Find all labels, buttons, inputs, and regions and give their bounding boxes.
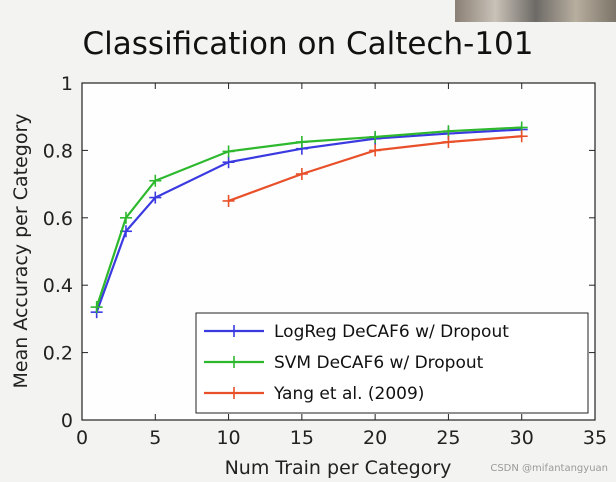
plot-frame [81,82,596,421]
series-line-1 [95,126,522,308]
data-point [222,194,235,207]
y-tick-label: 0.2 [43,343,73,365]
legend-item: LogReg DeCAF6 w/ Dropout [204,322,509,342]
data-point [222,145,235,158]
y-tick-label: 0.6 [43,208,73,230]
data-point [295,135,308,148]
legend-label: Yang et al. (2009) [273,384,424,404]
y-tick-label: 1 [61,73,73,95]
data-point [149,174,162,187]
axis-ticks: 0 5 10 15 20 25 30 35 0 0.2 0.4 0.6 0.8 1 [43,73,607,449]
legend-item: Yang et al. (2009) [204,384,424,404]
x-tick-label: 5 [149,427,161,449]
data-point [369,144,382,157]
data-point [442,125,455,138]
y-axis-label: Mean Accuracy per Category [10,114,32,389]
x-tick-label: 35 [583,427,607,449]
data-point [442,135,455,148]
data-point [222,156,235,169]
data-point [90,301,103,314]
chart-marks [90,121,528,319]
x-tick-label: 30 [510,427,534,449]
series-line-0 [95,128,522,313]
legend-label: LogReg DeCAF6 w/ Dropout [274,322,509,342]
legend-item: SVM DeCAF6 w/ Dropout [204,353,484,373]
x-tick-label: 15 [290,427,314,449]
chart-title: Classification on Caltech-101 [82,26,534,62]
data-point [119,211,132,224]
x-tick-label: 25 [436,427,460,449]
y-tick-label: 0.8 [43,140,73,162]
x-axis-label: Num Train per Category [225,457,452,479]
y-tick-label: 0 [61,410,73,432]
legend: LogReg DeCAF6 w/ Dropout SVM DeCAF6 w/ Dr… [195,312,589,414]
x-tick-label: 20 [363,427,387,449]
data-point [295,167,308,180]
legend-label: SVM DeCAF6 w/ Dropout [274,353,484,373]
y-tick-label: 0.4 [43,275,73,297]
data-point [369,130,382,143]
data-point [149,191,162,204]
x-tick-label: 0 [76,427,88,449]
watermark: CSDN @mifantangyuan [490,463,608,474]
video-frame-strip [455,0,616,22]
data-point [515,130,528,143]
x-tick-label: 10 [216,427,240,449]
